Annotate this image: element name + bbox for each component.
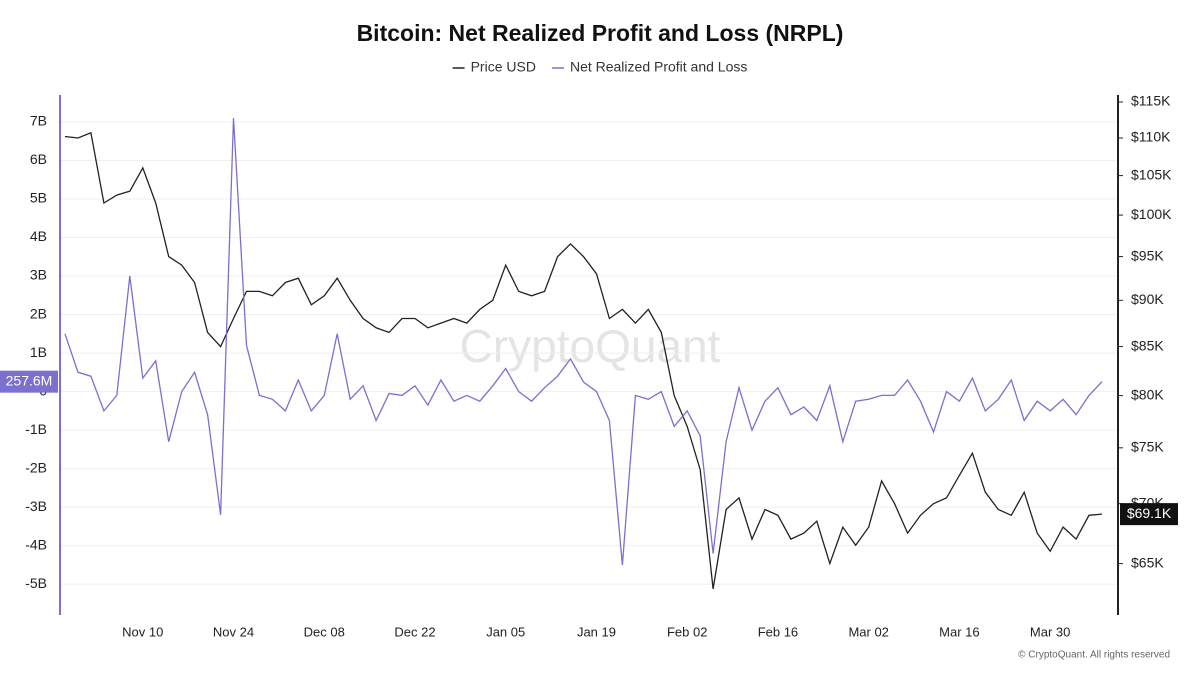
- current-value-box: [0, 370, 58, 393]
- y-tick-label: -5B: [25, 575, 47, 591]
- y-tick-label: -3B: [25, 498, 47, 514]
- y-tick-label: 4B: [30, 228, 47, 244]
- x-tick-label: Dec 22: [394, 624, 435, 639]
- watermark: CryptoQuant: [460, 320, 721, 372]
- current-value-label: $69.1K: [1127, 505, 1172, 521]
- x-tick-label: Mar 16: [939, 624, 979, 639]
- chart-title: Bitcoin: Net Realized Profit and Loss (N…: [357, 20, 844, 46]
- y-tick-label: -4B: [25, 536, 47, 552]
- y2-tick-label: $105K: [1131, 166, 1172, 182]
- y2-tick-label: $80K: [1131, 386, 1164, 402]
- legend-label: Net Realized Profit and Loss: [570, 59, 747, 75]
- line-series: [64, 131, 1103, 590]
- y-tick-label: 3B: [30, 267, 47, 283]
- x-tick-label: Feb 16: [758, 624, 798, 639]
- current-value-label: 257.6M: [6, 372, 53, 388]
- y-tick-label: 6B: [30, 151, 47, 167]
- y2-tick-label: $110K: [1131, 129, 1171, 145]
- current-value-box: [1120, 503, 1178, 526]
- y2-tick-label: $95K: [1131, 247, 1164, 263]
- y-tick-label: -1B: [25, 421, 47, 437]
- y2-tick-label: $75K: [1131, 439, 1164, 455]
- footer: © CryptoQuant. All rights reserved: [1018, 650, 1170, 661]
- legend-label: Price USD: [471, 59, 536, 75]
- x-tick-label: Mar 02: [848, 624, 888, 639]
- y-tick-label: 7B: [30, 113, 47, 129]
- y-tick-label: 5B: [30, 190, 47, 206]
- x-tick-label: Dec 08: [304, 624, 345, 639]
- y-tick-label: 1B: [30, 344, 47, 360]
- y2-tick-label: $100K: [1131, 206, 1172, 222]
- x-tick-label: Feb 02: [667, 624, 707, 639]
- x-tick-label: Nov 10: [122, 624, 163, 639]
- y2-tick-label: $115K: [1131, 93, 1171, 109]
- y2-tick-label: $90K: [1131, 291, 1164, 307]
- x-tick-label: Mar 30: [1030, 624, 1070, 639]
- y-tick-label: 2B: [30, 305, 47, 321]
- y2-tick-label: $85K: [1131, 337, 1164, 353]
- x-tick-label: Nov 24: [213, 624, 254, 639]
- y-tick-label: -2B: [25, 459, 47, 475]
- line-series: [64, 118, 1103, 565]
- y2-tick-label: $65K: [1131, 554, 1164, 570]
- x-tick-label: Jan 19: [577, 624, 616, 639]
- x-tick-label: Jan 05: [486, 624, 525, 639]
